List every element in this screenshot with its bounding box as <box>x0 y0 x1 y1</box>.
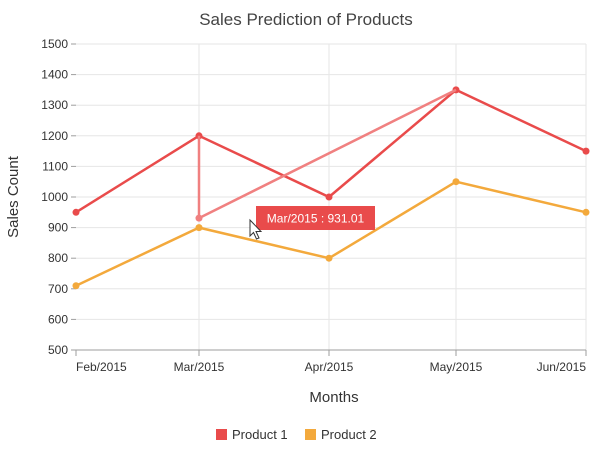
dragged-point[interactable] <box>195 214 203 222</box>
legend-label[interactable]: Product 2 <box>321 427 377 442</box>
legend-swatch[interactable] <box>305 429 316 440</box>
data-point[interactable] <box>325 254 333 262</box>
y-tick-label: 700 <box>48 282 68 296</box>
cursor-icon <box>249 218 263 240</box>
tooltip-box <box>256 206 375 230</box>
tooltip-text: Mar/2015 : 931.01 <box>267 212 365 226</box>
data-point[interactable] <box>325 193 333 201</box>
y-tick-label: 500 <box>48 343 68 357</box>
x-axis-title: Months <box>309 389 358 406</box>
x-tick-label: Apr/2015 <box>305 360 354 374</box>
y-tick-label: 1400 <box>41 68 68 82</box>
legend: Product 1 Product 2 <box>216 427 377 442</box>
data-point[interactable] <box>582 208 590 216</box>
data-point[interactable] <box>72 208 80 216</box>
y-tick-label: 800 <box>48 251 68 265</box>
y-tick-label: 1500 <box>41 37 68 51</box>
data-point[interactable] <box>195 224 203 232</box>
chart-title: Sales Prediction of Products <box>199 10 413 29</box>
x-tick-labels: Feb/2015 Mar/2015 Apr/2015 May/2015 Jun/2015 <box>75 350 587 374</box>
x-tick-label: May/2015 <box>430 360 483 374</box>
y-tick-label: 1000 <box>41 190 68 204</box>
legend-label[interactable]: Product 1 <box>232 427 288 442</box>
x-tick-label: Jun/2015 <box>537 360 587 374</box>
tooltip: Mar/2015 : 931.01 <box>249 206 375 240</box>
x-tick-label: Feb/2015 <box>76 360 127 374</box>
drag-preview <box>195 88 457 222</box>
data-point[interactable] <box>452 178 460 186</box>
legend-swatch[interactable] <box>216 429 227 440</box>
x-tick-label: Mar/2015 <box>174 360 225 374</box>
y-tick-label: 900 <box>48 221 68 235</box>
y-tick-labels: 500 600 700 800 900 1000 1100 1200 1300 1400 1500 <box>41 37 76 357</box>
y-tick-label: 600 <box>48 312 68 326</box>
data-point[interactable] <box>72 282 80 290</box>
y-tick-label: 1200 <box>41 129 68 143</box>
y-tick-label: 1100 <box>42 159 68 173</box>
data-point[interactable] <box>582 147 590 155</box>
y-axis-title: Sales Count <box>5 155 22 238</box>
series <box>72 86 590 290</box>
drag-line-right <box>198 88 457 220</box>
y-tick-label: 1300 <box>41 98 68 112</box>
